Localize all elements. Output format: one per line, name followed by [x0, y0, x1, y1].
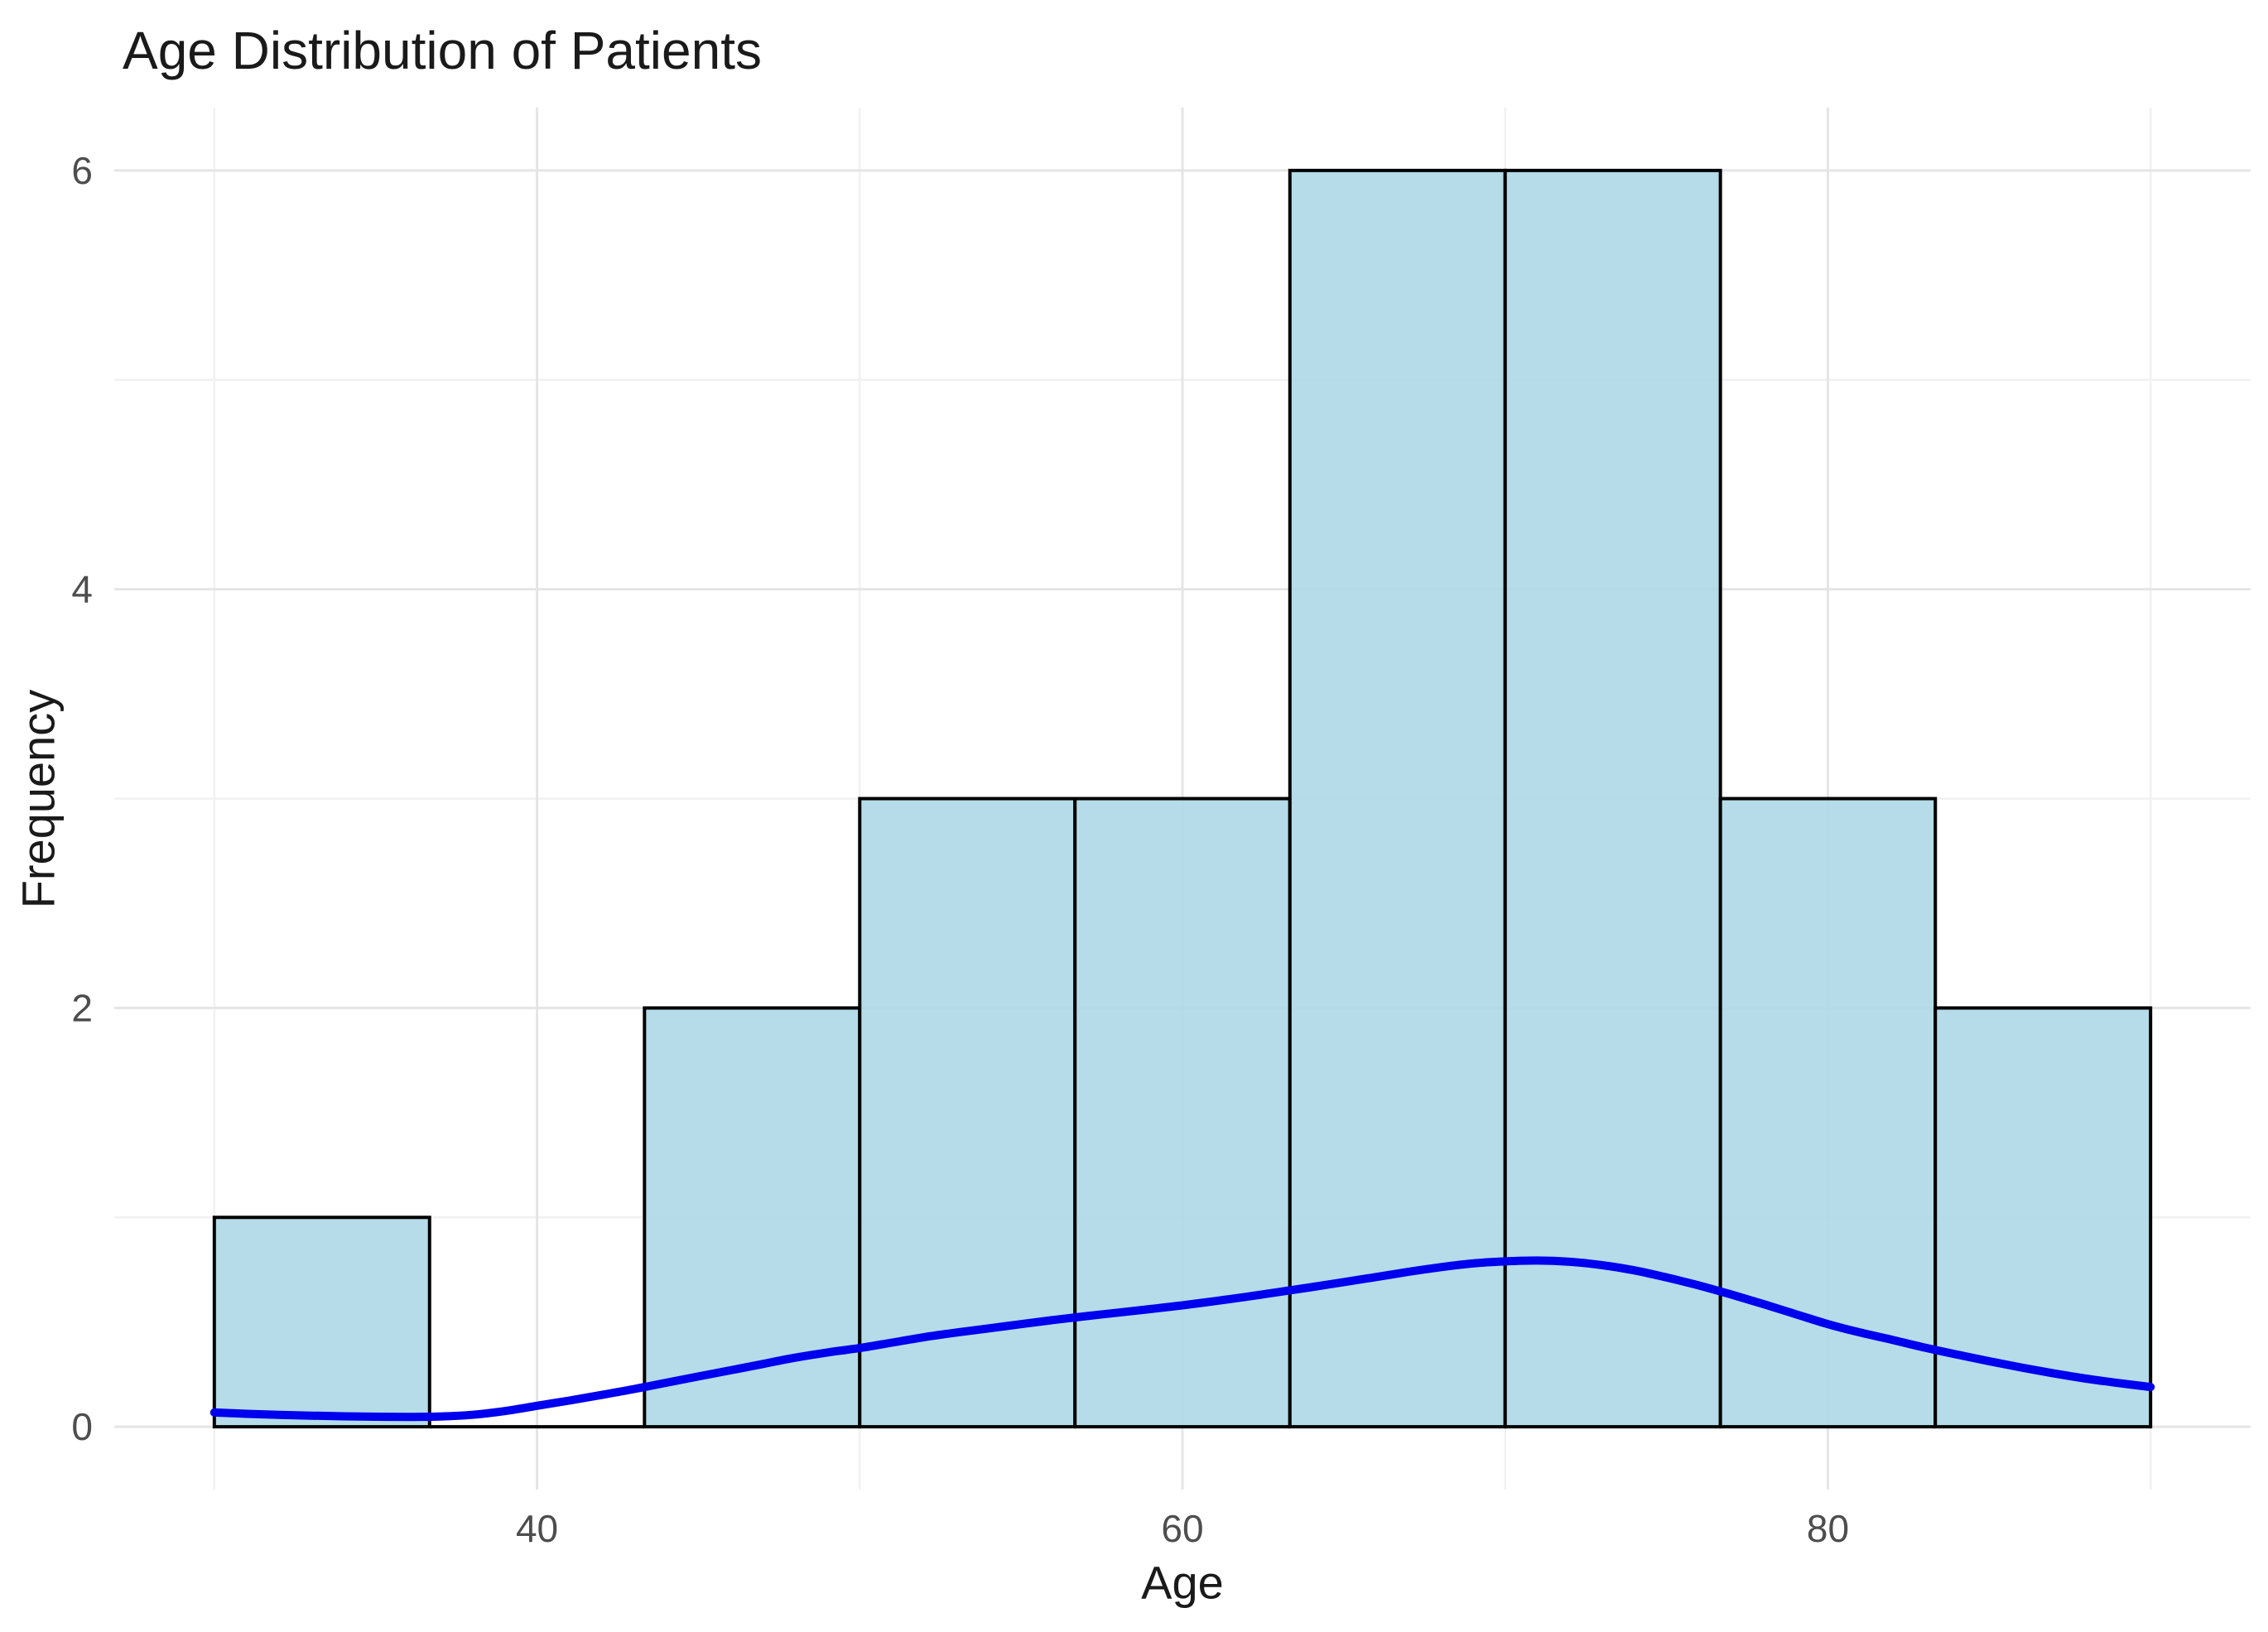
histogram-bar: [1718, 797, 1938, 1429]
chart-title: Age Distribution of Patients: [123, 21, 762, 80]
y-tick-label: 0: [71, 1405, 93, 1448]
density-curve-layer: [209, 1256, 2155, 1422]
y-tick-label: 6: [71, 149, 93, 192]
y-tick-label: 2: [71, 986, 93, 1029]
histogram-bar: [1933, 1006, 2153, 1429]
x-tick-label: 60: [1161, 1507, 1203, 1550]
density-curve: [209, 1256, 2155, 1422]
y-tick-label: 4: [71, 568, 93, 611]
x-axis-title: Age: [1141, 1556, 1224, 1609]
axis-tick-labels: 0 2 4 6 40 60 80: [71, 149, 1849, 1550]
histogram-bar: [1073, 797, 1292, 1429]
histogram-bar: [212, 1216, 431, 1429]
x-tick-label: 40: [516, 1507, 558, 1550]
histogram-bar: [1503, 168, 1722, 1429]
histogram-bars: [212, 168, 2153, 1429]
x-tick-label: 80: [1807, 1507, 1849, 1550]
histogram-bar: [1288, 168, 1507, 1429]
